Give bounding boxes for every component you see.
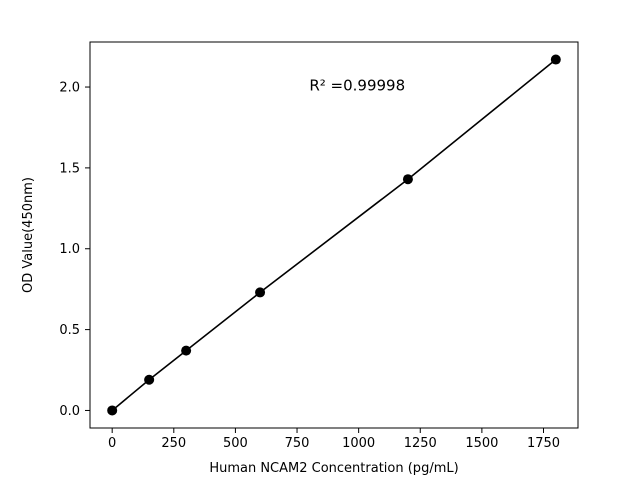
r-squared-annotation: R² =0.99998 xyxy=(309,76,405,94)
data-point xyxy=(402,174,413,185)
x-tick-label: 1250 xyxy=(404,436,437,451)
x-axis-label: Human NCAM2 Concentration (pg/mL) xyxy=(209,461,458,476)
fit-line xyxy=(111,58,557,412)
y-tick-label: 2.0 xyxy=(59,81,80,96)
y-tick-label: 1.0 xyxy=(59,242,80,257)
x-tick-label: 0 xyxy=(108,436,116,451)
x-tick-label: 1750 xyxy=(527,436,560,451)
x-tick-label: 750 xyxy=(285,436,310,451)
y-tick-label: 0.5 xyxy=(59,323,80,338)
data-point xyxy=(181,345,192,356)
y-axis-label: OD Value(450nm) xyxy=(21,177,36,293)
data-point xyxy=(144,374,155,385)
y-tick-label: 1.5 xyxy=(59,161,80,176)
x-tick-label: 1500 xyxy=(465,436,498,451)
x-tick-label: 250 xyxy=(161,436,186,451)
y-tick-label: 0.0 xyxy=(59,404,80,419)
data-point xyxy=(107,405,118,416)
x-tick-label: 500 xyxy=(223,436,248,451)
x-tick-label: 1000 xyxy=(342,436,375,451)
axes-frame xyxy=(89,41,579,429)
data-point xyxy=(550,54,561,65)
data-point xyxy=(255,287,266,298)
